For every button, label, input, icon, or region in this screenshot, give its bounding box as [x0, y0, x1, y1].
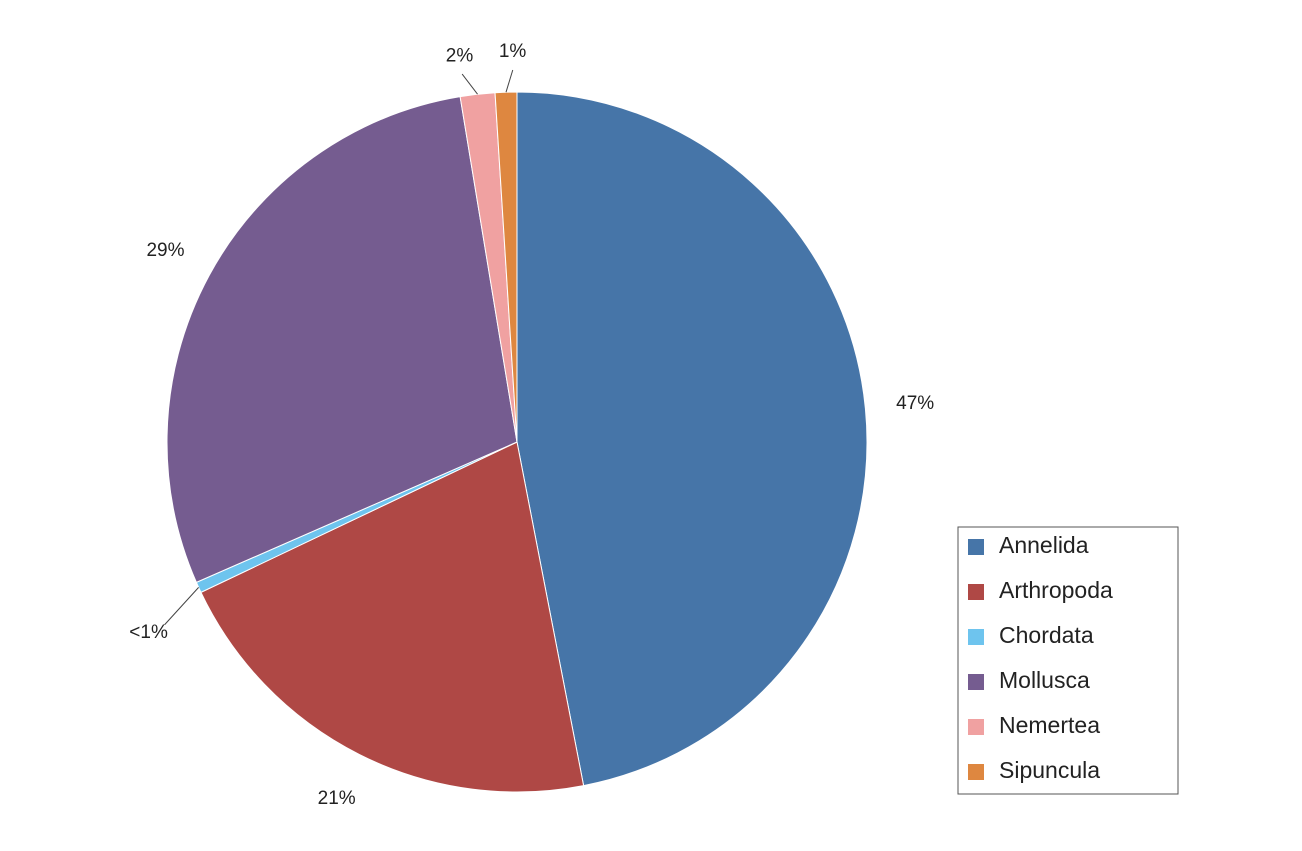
- legend-label-mollusca: Mollusca: [999, 667, 1090, 693]
- leader-line-chordata: [164, 587, 199, 626]
- pie-slice-arthropoda: [200, 441, 585, 793]
- pie-slice-mollusca: [166, 96, 518, 584]
- legend-label-annelida: Annelida: [999, 532, 1089, 558]
- pie-slice-sipuncula: [494, 91, 518, 443]
- legend-swatch-arthropoda: [968, 584, 984, 600]
- pie-slice-annelida: [516, 91, 868, 787]
- data-label-nemertea: 2%: [446, 45, 474, 66]
- legend-label-arthropoda: Arthropoda: [999, 577, 1113, 603]
- data-label-chordata: <1%: [129, 622, 168, 643]
- legend-label-nemertea: Nemertea: [999, 712, 1100, 738]
- data-label-annelida: 47%: [896, 393, 934, 414]
- legend-label-sipuncula: Sipuncula: [999, 757, 1100, 783]
- legend-box: [957, 526, 1179, 795]
- leader-line-nemertea: [461, 73, 478, 95]
- pie-slices: [166, 91, 868, 793]
- legend: Annelida Arthropoda Chordata Mollusca Nemert…: [957, 526, 1179, 795]
- data-label-arthropoda: 21%: [318, 788, 356, 809]
- data-labels: 47% 21% <1% 29% 2% 1%: [129, 41, 934, 809]
- legend-swatch-sipuncula: [968, 764, 984, 780]
- legend-label-chordata: Chordata: [999, 622, 1094, 648]
- leader-line-sipuncula: [505, 69, 514, 93]
- legend-swatch-nemertea: [968, 719, 984, 735]
- legend-swatch-annelida: [968, 539, 984, 555]
- data-label-mollusca: 29%: [146, 240, 184, 261]
- legend-swatch-mollusca: [968, 674, 984, 690]
- data-label-sipuncula: 1%: [499, 41, 527, 62]
- label-leader-lines: [164, 69, 514, 626]
- legend-items: Annelida Arthropoda Chordata Mollusca Nemert…: [968, 532, 1113, 783]
- legend-swatch-chordata: [968, 629, 984, 645]
